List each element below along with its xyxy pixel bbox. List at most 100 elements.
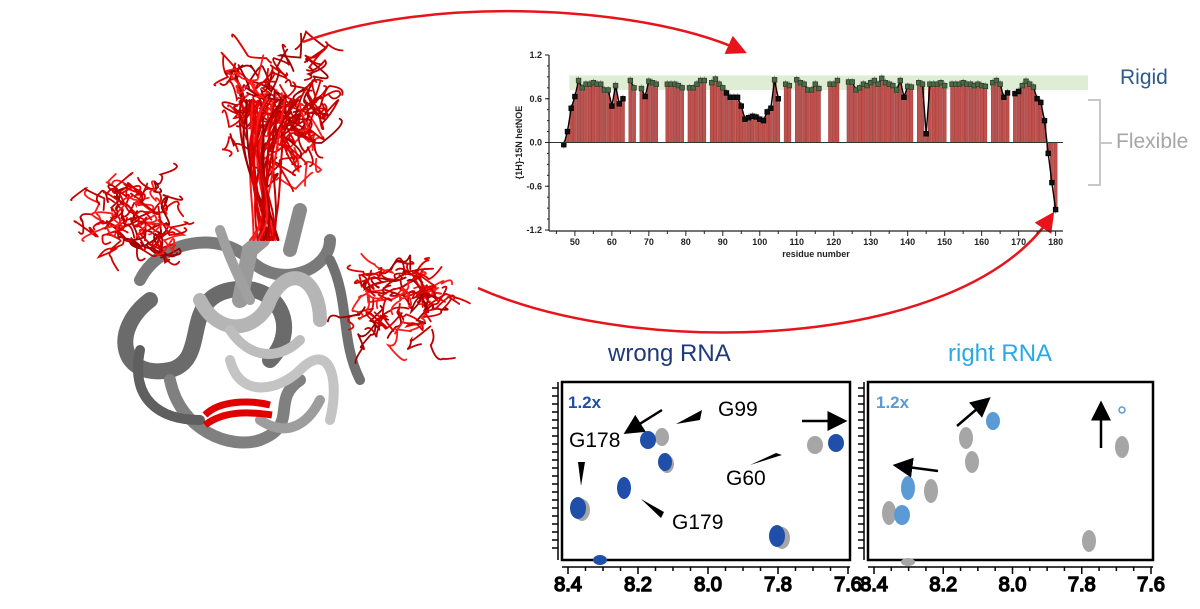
data-point xyxy=(579,85,585,91)
spectrum-x-tick-label: 8.2 xyxy=(624,574,652,596)
loop-conformer xyxy=(351,291,371,321)
bar xyxy=(691,87,695,143)
bar xyxy=(732,97,736,143)
loop-conformer xyxy=(346,264,394,281)
loop-conformer xyxy=(155,238,176,256)
loop-conformer xyxy=(411,266,443,289)
loop-conformer xyxy=(247,80,270,100)
shift-arrow xyxy=(956,397,991,427)
bar xyxy=(1016,91,1021,143)
bar xyxy=(990,82,995,143)
data-point xyxy=(568,105,574,111)
spectrum-right-rna xyxy=(866,380,1155,566)
bar xyxy=(813,83,818,143)
bar xyxy=(632,87,636,143)
loop-conformer xyxy=(149,180,163,194)
spectrum-x-tick-label: 7.8 xyxy=(1068,574,1096,596)
bar xyxy=(1024,81,1028,143)
loop-conformer xyxy=(410,294,437,313)
loop-conformer xyxy=(105,173,131,188)
data-point xyxy=(890,82,896,89)
y-tick-label: 0.0 xyxy=(529,138,542,148)
data-point xyxy=(997,81,1003,87)
data-point xyxy=(871,77,878,84)
x-tick-label: 150 xyxy=(937,237,952,247)
loop-conformer xyxy=(272,43,291,78)
loop-conformer xyxy=(377,314,395,332)
data-point xyxy=(712,76,719,82)
bar xyxy=(709,82,714,143)
loop-conformer xyxy=(234,64,260,80)
spectrum-x-tick-label: 8.0 xyxy=(999,574,1027,596)
loop-conformer xyxy=(250,99,269,241)
x-tick-label: 70 xyxy=(644,237,654,247)
bar xyxy=(961,82,965,143)
bar xyxy=(595,83,599,143)
data-point xyxy=(679,85,685,91)
data-point xyxy=(631,85,637,91)
bar xyxy=(902,97,906,143)
spectrum-x-tick-label: 8.4 xyxy=(554,574,582,596)
peak-label-g60: G60 xyxy=(726,467,766,490)
bar xyxy=(724,92,729,143)
data-point xyxy=(908,84,915,90)
y-tick-label: 0.6 xyxy=(529,94,542,104)
loop-conformer xyxy=(406,325,432,351)
x-tick-label: 110 xyxy=(789,237,804,247)
bar xyxy=(935,83,940,143)
bar xyxy=(957,83,962,143)
bar xyxy=(887,83,891,143)
data-point xyxy=(598,81,604,87)
gray-ribbon-core xyxy=(117,203,365,449)
x-tick-label: 170 xyxy=(1011,237,1026,247)
spectrum-frame xyxy=(866,380,1155,562)
bar xyxy=(798,82,803,143)
bar xyxy=(776,98,781,143)
data-point xyxy=(775,96,781,102)
data-point xyxy=(1041,117,1048,124)
bar xyxy=(965,83,969,143)
loop-conformer xyxy=(284,131,314,166)
bar xyxy=(857,87,862,143)
bar xyxy=(828,83,832,143)
loop-conformer xyxy=(260,99,285,241)
data-point xyxy=(864,82,870,89)
data-point xyxy=(1049,179,1055,186)
data-point xyxy=(653,81,659,87)
loop-conformer xyxy=(364,297,389,329)
loop-conformer xyxy=(397,287,412,308)
loop-conformer xyxy=(101,223,130,245)
data-point xyxy=(1030,84,1037,90)
x-tick-label: 80 xyxy=(681,237,691,247)
data-point xyxy=(575,77,582,84)
data-point xyxy=(1034,96,1040,102)
data-point xyxy=(879,75,885,82)
bar xyxy=(861,83,866,143)
data-point xyxy=(794,77,800,83)
bar xyxy=(702,80,707,143)
bar xyxy=(806,89,810,143)
bar xyxy=(809,89,814,143)
bar xyxy=(647,81,651,143)
bar xyxy=(950,83,954,143)
y-axis-label: {1H}-15N hetNOE xyxy=(514,106,524,180)
bar xyxy=(676,85,681,143)
x-tick-label: 90 xyxy=(718,237,728,247)
peaks-right-rna xyxy=(894,406,1126,525)
x-tick-label: 50 xyxy=(570,237,580,247)
bar xyxy=(665,83,670,143)
loop-conformer xyxy=(307,85,344,132)
bar xyxy=(894,89,899,143)
flexible-label: Flexible xyxy=(1116,130,1189,153)
data-point xyxy=(1038,99,1044,106)
loop-conformer xyxy=(92,219,129,234)
loop-conformer xyxy=(293,140,315,173)
bar xyxy=(717,83,721,143)
bar xyxy=(942,85,947,143)
loop-conformer xyxy=(306,99,340,125)
loop-conformer xyxy=(385,320,408,362)
peak-label-g178: G178 xyxy=(569,429,621,452)
data-point xyxy=(856,85,863,91)
loop-conformer xyxy=(297,133,314,168)
